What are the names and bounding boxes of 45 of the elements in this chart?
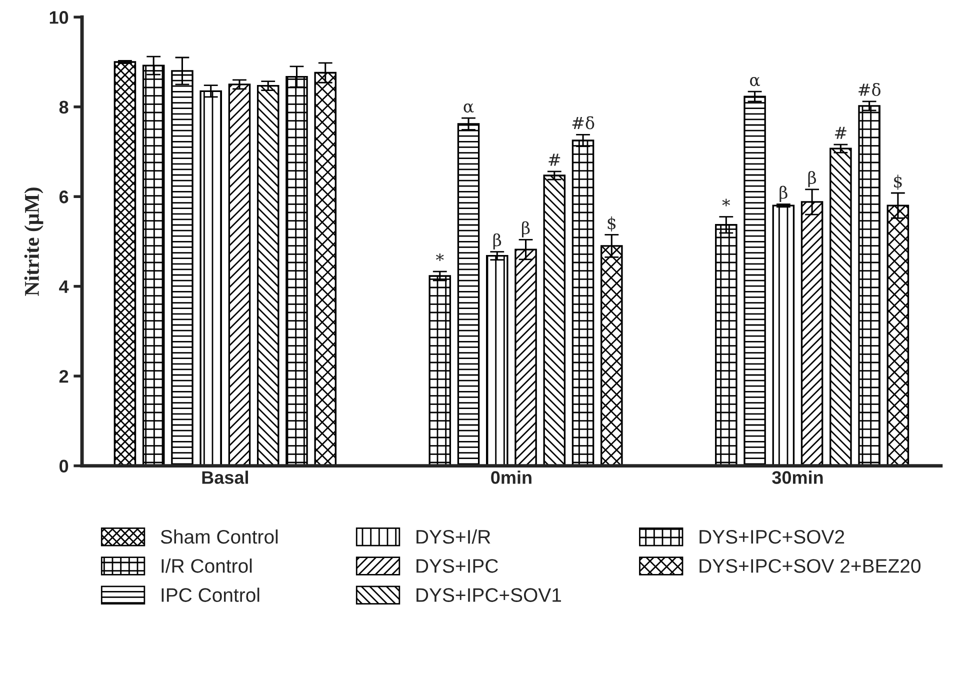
data-label: *	[436, 253, 444, 262]
x-tick-label: Basal	[202, 470, 248, 484]
data-label: $	[608, 216, 616, 232]
legend-label: DYS+IPC+SOV2	[700, 530, 844, 544]
data-label: α	[750, 77, 760, 86]
y-tick-label: 4	[59, 280, 69, 293]
bar	[200, 90, 222, 466]
bar	[858, 105, 880, 466]
y-tick-label: 6	[59, 190, 68, 204]
bar	[428, 275, 452, 466]
legend-label: DYS+I/R	[416, 529, 490, 544]
y-tick-label: 0	[60, 460, 68, 473]
legend-label: IPC Control	[162, 588, 260, 602]
bar	[772, 204, 795, 466]
bar	[830, 148, 852, 466]
data-label: #	[834, 126, 846, 139]
legend-label: DYS+IPC+SOV1	[416, 588, 561, 602]
legend-label: DYS+IPC	[416, 559, 498, 573]
x-tick-label: 0min	[491, 470, 532, 484]
bar	[256, 84, 280, 466]
bar	[486, 254, 508, 466]
data-label: #	[548, 154, 560, 166]
y-axis-title: Nitrite (μM)	[24, 188, 44, 296]
data-label: #δ	[572, 116, 594, 130]
bar	[572, 140, 594, 466]
data-label: β	[780, 186, 788, 202]
data-label: β	[808, 170, 816, 188]
y-tick-label: 2	[59, 370, 68, 383]
bar	[457, 123, 480, 466]
bar	[744, 96, 766, 466]
data-label: #δ	[858, 83, 880, 96]
data-label: $	[894, 174, 902, 190]
data-label: β	[522, 221, 530, 238]
y-tick-label: 8	[59, 100, 68, 114]
legend-label: Sham Control	[160, 529, 278, 544]
data-label: β	[493, 233, 502, 250]
x-tick-label: 30min	[772, 470, 823, 484]
bar	[114, 61, 136, 466]
legend-label: I/R Control	[162, 558, 252, 573]
y-tick-label: 10	[50, 11, 68, 24]
bar	[543, 174, 566, 466]
data-label: *	[722, 198, 730, 206]
bar	[228, 84, 251, 466]
legend-label: DYS+IPC+SOV 2+BEZ20	[700, 559, 920, 573]
data-label: α	[464, 103, 474, 113]
